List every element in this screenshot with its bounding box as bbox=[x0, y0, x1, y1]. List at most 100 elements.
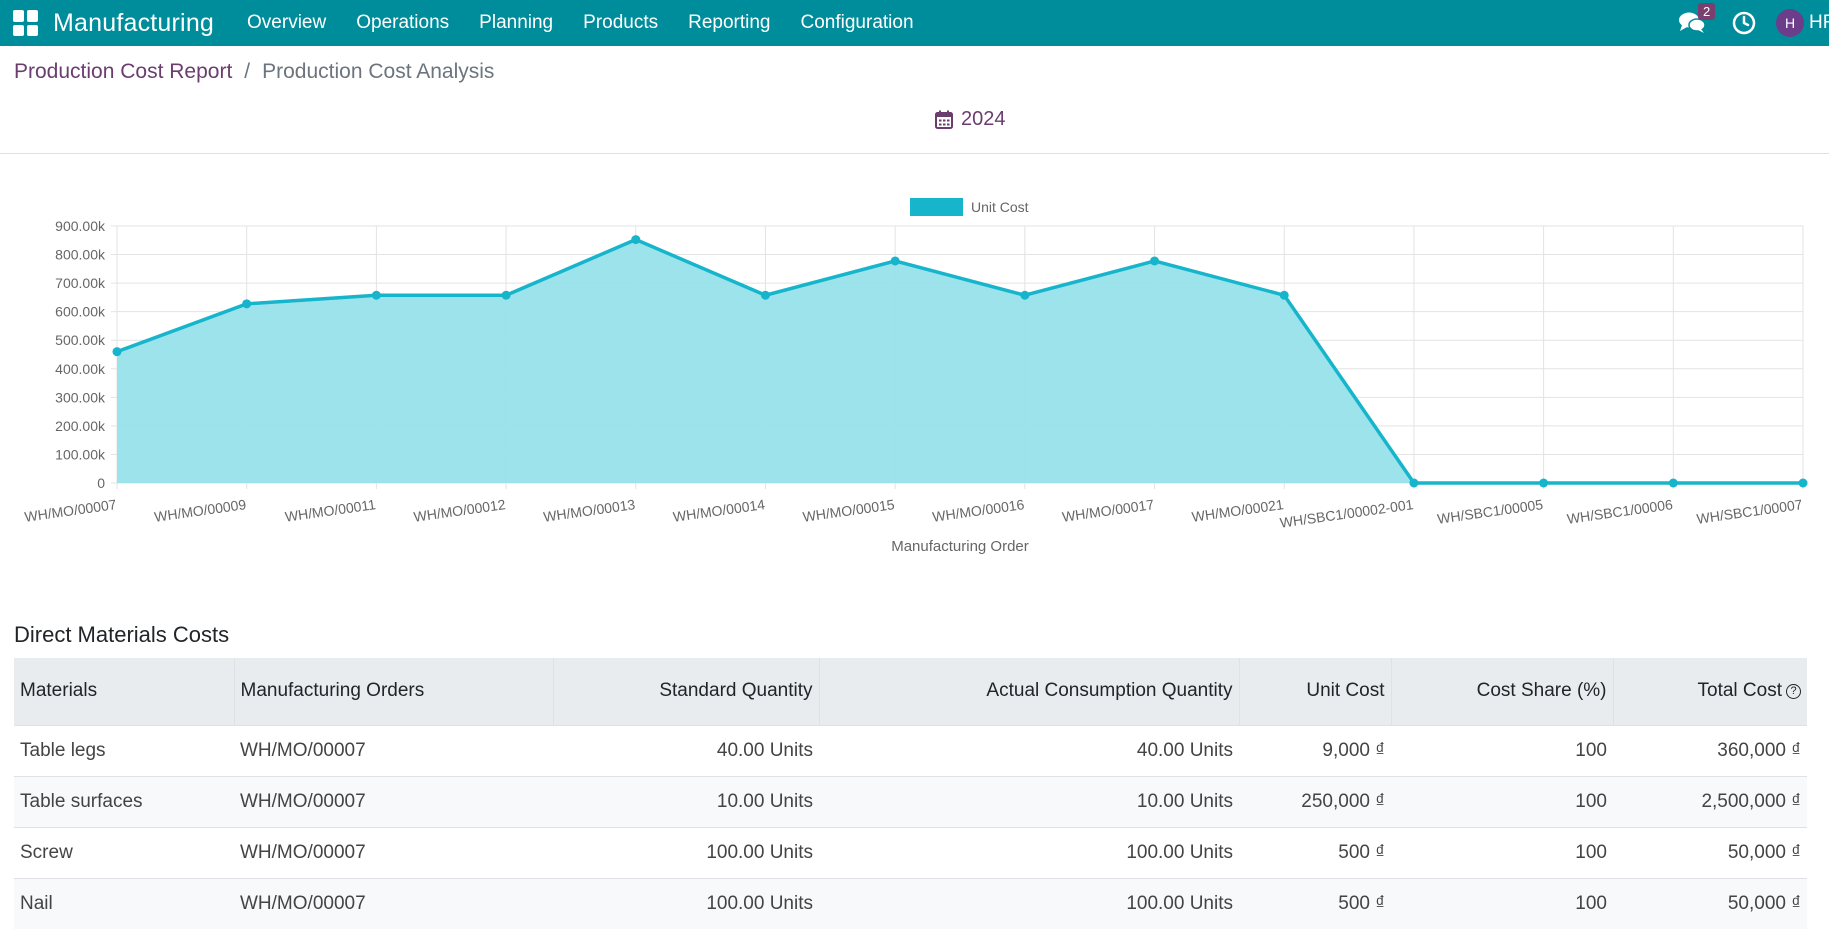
col-cost-share[interactable]: Cost Share (%) bbox=[1391, 658, 1614, 725]
top-navbar: Manufacturing Overview Operations Planni… bbox=[0, 0, 1829, 46]
menu-operations[interactable]: Operations bbox=[356, 12, 450, 33]
section-title: Direct Materials Costs bbox=[14, 622, 230, 647]
x-tick-label: WH/SBC1/00006 bbox=[1566, 496, 1674, 527]
data-point bbox=[631, 235, 641, 245]
avatar[interactable]: H bbox=[1776, 9, 1804, 37]
data-point bbox=[1409, 478, 1419, 488]
menu-overview[interactable]: Overview bbox=[247, 12, 327, 33]
x-tick-label: WH/MO/00017 bbox=[1061, 496, 1155, 525]
date-filter-label: 2024 bbox=[961, 108, 1006, 130]
y-tick-label: 900.00k bbox=[55, 218, 106, 234]
x-tick-label: WH/MO/00007 bbox=[23, 496, 117, 525]
y-tick-label: 700.00k bbox=[55, 275, 106, 291]
breadcrumb: Production Cost Report / Production Cost… bbox=[14, 60, 494, 84]
y-tick-label: 0 bbox=[97, 475, 105, 491]
cell-mo: WH/MO/00007 bbox=[234, 775, 553, 827]
col-materials[interactable]: Materials bbox=[14, 658, 235, 725]
breadcrumb-separator: / bbox=[244, 60, 251, 83]
col-standard-quantity[interactable]: Standard Quantity bbox=[553, 658, 820, 725]
control-panel-divider bbox=[0, 153, 1829, 154]
cell-mo: WH/MO/00007 bbox=[234, 877, 553, 929]
col-actual-consumption[interactable]: Actual Consumption Quantity bbox=[819, 658, 1240, 725]
cell-total-cost: 50,000 ₫ bbox=[1613, 826, 1807, 878]
x-tick-label: WH/MO/00015 bbox=[802, 496, 896, 525]
cell-cost-share: 100 bbox=[1391, 826, 1613, 878]
table-row[interactable]: Screw WH/MO/00007 100.00 Units 100.00 Un… bbox=[14, 826, 1807, 878]
cell-actual-qty: 100.00 Units bbox=[819, 877, 1239, 929]
data-point bbox=[890, 256, 900, 266]
data-point bbox=[242, 299, 252, 309]
y-tick-label: 500.00k bbox=[55, 332, 106, 348]
apps-menu-icon[interactable] bbox=[13, 10, 39, 36]
x-tick-label: WH/MO/00014 bbox=[672, 496, 766, 525]
col-unit-cost[interactable]: Unit Cost bbox=[1239, 658, 1392, 725]
x-tick-label: WH/MO/00013 bbox=[542, 496, 636, 525]
x-tick-label: WH/MO/00012 bbox=[413, 496, 507, 525]
menu-configuration[interactable]: Configuration bbox=[800, 12, 914, 33]
cell-unit-cost: 9,000 ₫ bbox=[1239, 724, 1391, 776]
table-header-row: Materials Manufacturing Orders Standard … bbox=[14, 658, 1807, 725]
table-row[interactable]: Table surfaces WH/MO/00007 10.00 Units 1… bbox=[14, 775, 1807, 827]
data-point bbox=[1150, 256, 1160, 266]
y-tick-label: 300.00k bbox=[55, 389, 106, 405]
date-filter[interactable]: 2024 bbox=[935, 108, 1006, 131]
table-row[interactable]: Nail WH/MO/00007 100.00 Units 100.00 Uni… bbox=[14, 877, 1807, 929]
breadcrumb-parent[interactable]: Production Cost Report bbox=[14, 60, 233, 83]
col-total-cost-label: Total Cost bbox=[1697, 680, 1782, 702]
calendar-icon bbox=[935, 110, 953, 129]
x-tick-label: WH/MO/00021 bbox=[1191, 496, 1285, 525]
menu-reporting[interactable]: Reporting bbox=[688, 12, 771, 33]
menu-planning[interactable]: Planning bbox=[479, 12, 554, 33]
data-point bbox=[1279, 290, 1289, 300]
y-tick-label: 100.00k bbox=[55, 446, 106, 462]
clock-icon bbox=[1732, 11, 1756, 35]
cell-cost-share: 100 bbox=[1391, 775, 1613, 827]
cell-cost-share: 100 bbox=[1391, 877, 1613, 929]
cell-unit-cost: 500 ₫ bbox=[1239, 877, 1391, 929]
cell-total-cost: 2,500,000 ₫ bbox=[1613, 775, 1807, 827]
chat-badge: 2 bbox=[1698, 3, 1716, 20]
cell-cost-share: 100 bbox=[1391, 724, 1613, 776]
cell-actual-qty: 10.00 Units bbox=[819, 775, 1239, 827]
y-tick-label: 200.00k bbox=[55, 418, 106, 434]
legend-swatch bbox=[910, 198, 963, 216]
unit-cost-chart: 0 100.00k 200.00k 300.00k 400.00k 500.00k 600.… bbox=[23, 198, 1808, 555]
cell-total-cost: 50,000 ₫ bbox=[1613, 877, 1807, 929]
series-line bbox=[116, 237, 1803, 485]
cell-actual-qty: 40.00 Units bbox=[819, 724, 1239, 776]
y-tick-label: 400.00k bbox=[55, 361, 106, 377]
user-name[interactable]: HR bbox=[1809, 12, 1829, 33]
data-point bbox=[112, 347, 122, 357]
cell-total-cost: 360,000 ₫ bbox=[1613, 724, 1807, 776]
messaging-menu[interactable]: 2 bbox=[1672, 0, 1716, 46]
data-point bbox=[1798, 478, 1808, 488]
col-manufacturing-orders[interactable]: Manufacturing Orders bbox=[234, 658, 554, 725]
x-tick-label: WH/SBC1/00007 bbox=[1696, 496, 1804, 527]
x-tick-label: WH/SBC1/00002-001 bbox=[1279, 496, 1415, 531]
x-axis-label: Manufacturing Order bbox=[891, 538, 1029, 555]
cell-material: Nail bbox=[14, 877, 234, 929]
cell-standard-qty: 40.00 Units bbox=[553, 724, 819, 776]
x-tick-label: WH/SBC1/00005 bbox=[1436, 496, 1544, 527]
menu-products[interactable]: Products bbox=[583, 12, 659, 33]
col-total-cost[interactable]: Total Cost? bbox=[1613, 658, 1807, 725]
help-icon[interactable]: ? bbox=[1786, 683, 1801, 699]
series-area bbox=[117, 239, 1803, 483]
direct-materials-table: Materials Manufacturing Orders Standard … bbox=[14, 658, 1807, 929]
app-brand[interactable]: Manufacturing bbox=[53, 8, 215, 37]
cell-mo: WH/MO/00007 bbox=[234, 724, 553, 776]
cell-material: Table legs bbox=[14, 724, 234, 776]
navbar-systray: 2 H HR bbox=[1672, 0, 1829, 46]
data-point bbox=[1668, 478, 1678, 488]
x-tick-label: WH/MO/00011 bbox=[284, 496, 377, 525]
cell-standard-qty: 10.00 Units bbox=[553, 775, 819, 827]
data-point bbox=[501, 290, 511, 300]
table-row[interactable]: Table legs WH/MO/00007 40.00 Units 40.00… bbox=[14, 724, 1807, 776]
cell-material: Screw bbox=[14, 826, 234, 878]
chat-icon bbox=[1679, 12, 1706, 33]
cell-material: Table surfaces bbox=[14, 775, 234, 827]
cell-standard-qty: 100.00 Units bbox=[553, 826, 819, 878]
cell-unit-cost: 250,000 ₫ bbox=[1239, 775, 1391, 827]
x-tick-label: WH/MO/00009 bbox=[153, 496, 247, 525]
activity-menu[interactable] bbox=[1726, 0, 1762, 46]
